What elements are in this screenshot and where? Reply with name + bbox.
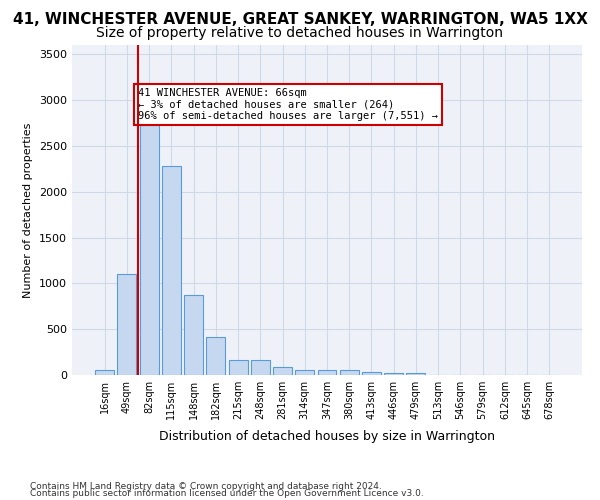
Bar	[162, 166, 181, 375]
Bar	[140, 124, 158, 375]
Text: Size of property relative to detached houses in Warrington: Size of property relative to detached ho…	[97, 26, 503, 40]
Y-axis label: Number of detached properties: Number of detached properties	[23, 122, 34, 298]
Bar	[317, 370, 337, 375]
Bar	[384, 372, 403, 375]
Text: Contains public sector information licensed under the Open Government Licence v3: Contains public sector information licen…	[30, 488, 424, 498]
X-axis label: Distribution of detached houses by size in Warrington: Distribution of detached houses by size …	[159, 430, 495, 444]
Text: Contains HM Land Registry data © Crown copyright and database right 2024.: Contains HM Land Registry data © Crown c…	[30, 482, 382, 491]
Bar	[118, 274, 136, 375]
Bar	[184, 295, 203, 375]
Bar	[273, 367, 292, 375]
Text: 41, WINCHESTER AVENUE, GREAT SANKEY, WARRINGTON, WA5 1XX: 41, WINCHESTER AVENUE, GREAT SANKEY, WAR…	[13, 12, 587, 28]
Text: 41 WINCHESTER AVENUE: 66sqm
← 3% of detached houses are smaller (264)
96% of sem: 41 WINCHESTER AVENUE: 66sqm ← 3% of deta…	[139, 88, 438, 121]
Bar	[95, 370, 114, 375]
Bar	[251, 360, 270, 375]
Bar	[362, 372, 381, 375]
Bar	[406, 373, 425, 375]
Bar	[229, 360, 248, 375]
Bar	[206, 336, 225, 375]
Bar	[340, 370, 359, 375]
Bar	[295, 370, 314, 375]
